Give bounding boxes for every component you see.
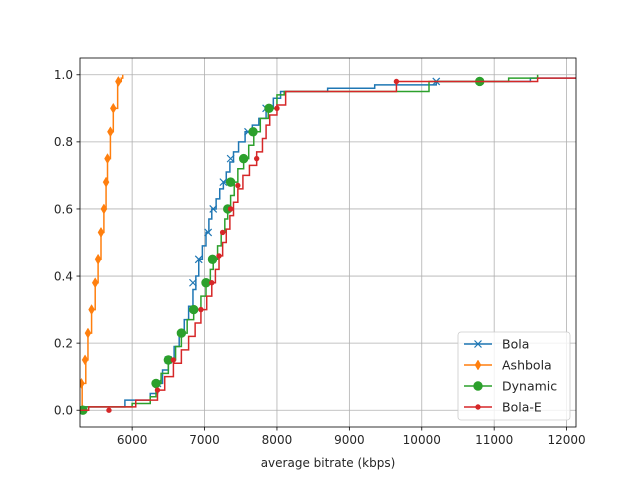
y-tick-label: 0.0 (54, 404, 73, 418)
data-point (97, 226, 105, 238)
x-tick-label: 6000 (117, 433, 148, 447)
data-point (94, 253, 102, 265)
legend-label: Bola-E (502, 400, 542, 415)
data-point (238, 153, 249, 164)
x-tick-label: 9000 (334, 433, 365, 447)
data-point (84, 327, 92, 339)
data-point (225, 177, 236, 187)
data-point (189, 278, 197, 287)
data-point (253, 155, 260, 162)
y-tick-label: 0.8 (54, 135, 73, 149)
data-point (216, 253, 222, 259)
data-point (102, 176, 110, 188)
x-tick-label: 10000 (403, 433, 441, 447)
series-dynamic (80, 74, 539, 415)
y-tick-label: 0.2 (54, 336, 73, 350)
data-point (209, 280, 215, 286)
legend-item: Ashbola (464, 358, 552, 373)
data-point (104, 153, 111, 165)
data-point (170, 357, 177, 363)
data-point (201, 278, 211, 288)
legend-box (457, 331, 571, 421)
data-point (204, 228, 213, 237)
x-tick-label: 12000 (547, 433, 585, 447)
series-layer (80, 74, 576, 415)
x-tick-label: 11000 (475, 433, 513, 447)
legend-marker (473, 381, 483, 391)
data-point (248, 127, 258, 137)
data-point (88, 304, 95, 316)
data-point (219, 178, 228, 187)
legend-label: Dynamic (502, 379, 557, 394)
y-tick-label: 1.0 (54, 68, 73, 82)
data-point (80, 377, 85, 389)
data-point (110, 102, 117, 114)
data-point (176, 328, 187, 338)
data-point (106, 407, 112, 413)
data-point (91, 277, 99, 289)
data-point (219, 229, 226, 236)
legend-marker (475, 404, 481, 410)
data-point (107, 126, 114, 138)
legend-item: Dynamic (464, 379, 557, 394)
legend-label: Bola (502, 337, 529, 352)
plot-frame (79, 57, 577, 428)
data-point (227, 206, 234, 212)
data-point (81, 354, 89, 366)
legend: Bola Ashbola Dynamic Bola-E (457, 331, 571, 421)
legend-marker (474, 340, 482, 348)
x-tick-label: 7000 (189, 433, 220, 447)
data-point (235, 182, 241, 189)
data-point (274, 105, 280, 112)
data-point (100, 203, 108, 215)
data-point (198, 306, 204, 313)
x-tick-label: 8000 (262, 433, 293, 447)
data-point (115, 75, 122, 87)
series-ashbola (80, 74, 124, 411)
axis-ticks: 6000 7000 8000 9000 10000 11000 12000 0.0 0.2 0.4… (54, 68, 586, 447)
data-point (209, 205, 218, 213)
legend-label: Ashbola (502, 358, 552, 373)
data-point (194, 255, 203, 264)
series-bola-e (80, 77, 576, 413)
data-point (151, 378, 161, 389)
y-tick-label: 0.6 (54, 202, 73, 216)
data-point (207, 254, 218, 264)
y-tick-label: 0.4 (54, 269, 73, 283)
data-point (393, 78, 400, 85)
series-line (80, 77, 576, 411)
data-point (264, 103, 274, 114)
data-point (188, 304, 199, 315)
legend-marker (474, 359, 482, 371)
x-axis-label: average bitrate (kbps) (261, 456, 396, 470)
legend-item: Bola (464, 337, 529, 352)
data-point (154, 387, 161, 393)
legend-item: Bola-E (464, 400, 542, 415)
data-point (226, 154, 235, 163)
